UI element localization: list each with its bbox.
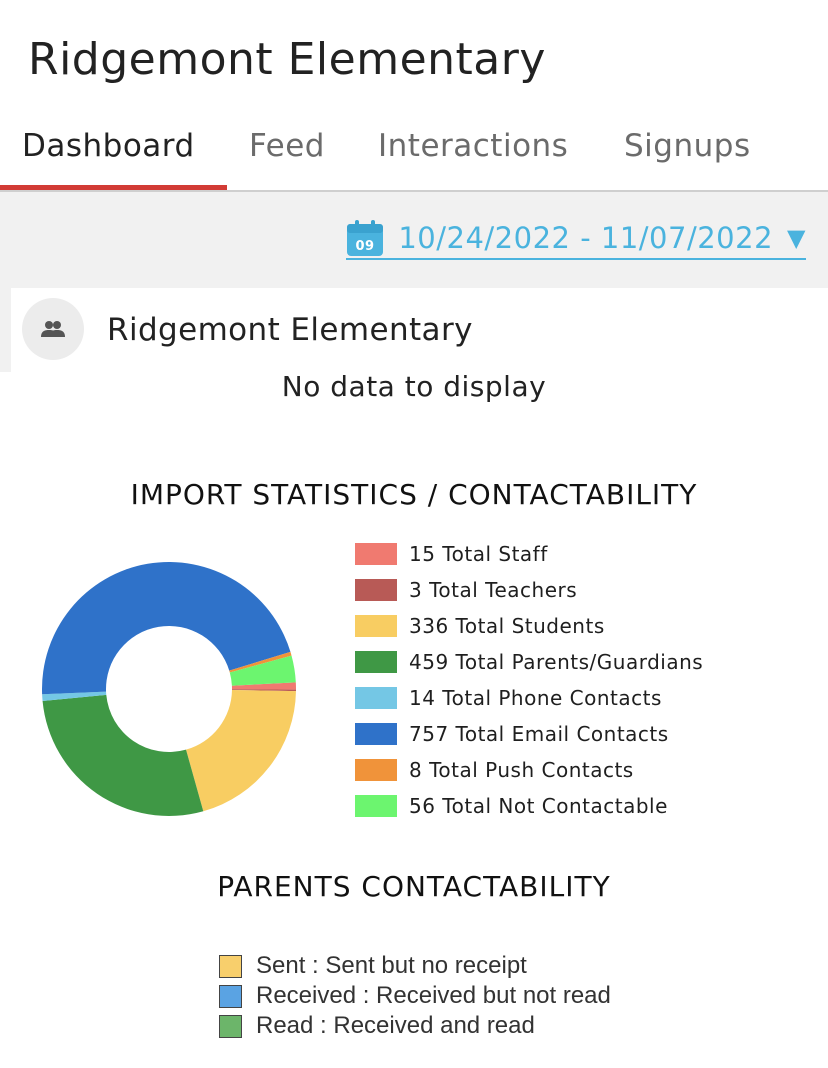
donut-slice-4 [42, 691, 107, 701]
legend-label: 56 Total Not Contactable [409, 794, 668, 818]
app-title: Ridgemont Elementary [28, 34, 546, 85]
donut-slice-7 [229, 655, 296, 686]
legend-swatch [355, 579, 397, 601]
legend-swatch [219, 1014, 242, 1038]
empty-state-message: No data to display [281, 370, 547, 403]
legend-label: 14 Total Phone Contacts [409, 686, 662, 710]
tab-signups[interactable]: Signups [624, 128, 751, 164]
donut-slice-0 [231, 682, 296, 690]
legend-item-4: 14 Total Phone Contacts [355, 680, 703, 716]
legend-item-0: 15 Total Staff [355, 536, 703, 572]
legend-swatch [219, 954, 242, 978]
parents-contactability-legend: Sent : Sent but no receipt Received : Rec… [219, 951, 611, 1041]
donut-slice-5 [42, 562, 291, 695]
tab-dashboard[interactable]: Dashboard [22, 128, 195, 164]
legend-label: 3 Total Teachers [409, 578, 578, 602]
tab-bar: Dashboard Feed Interactions Signups [0, 110, 828, 192]
legend-label: 336 Total Students [409, 614, 605, 638]
calendar-day: 09 [356, 239, 375, 254]
date-range-text: 10/24/2022 - 11/07/2022 [398, 221, 774, 255]
import-statistics-title: IMPORT STATISTICS / CONTACTABILITY [130, 478, 698, 511]
legend-item-6: 8 Total Push Contacts [355, 752, 703, 788]
group-name: Ridgemont Elementary [107, 312, 473, 348]
legend-label: 757 Total Email Contacts [409, 722, 669, 746]
legend-swatch [355, 759, 397, 781]
import-statistics-donut-chart [42, 562, 296, 816]
legend-label: 459 Total Parents/Guardians [409, 650, 704, 674]
group-avatar [22, 298, 84, 360]
active-tab-indicator [0, 185, 227, 190]
legend-swatch [355, 615, 397, 637]
legend-item-1: 3 Total Teachers [355, 572, 703, 608]
dropdown-caret-icon: ▼ [787, 224, 806, 252]
donut-slice-3 [42, 694, 204, 816]
legend-label: 8 Total Push Contacts [409, 758, 634, 782]
donut-slice-2 [186, 690, 296, 812]
group-icon [41, 321, 65, 337]
legend-label: Sent : Sent but no receipt [256, 952, 527, 979]
donut-slice-1 [231, 689, 296, 692]
tab-interactions[interactable]: Interactions [378, 128, 569, 164]
calendar-icon: 09 [347, 220, 384, 256]
legend-swatch [355, 795, 397, 817]
legend-swatch [355, 543, 397, 565]
card-gutter [0, 288, 11, 372]
legend-label: 15 Total Staff [409, 542, 548, 566]
legend-label: Received : Received but not read [256, 982, 611, 1009]
legend-item-2: 336 Total Students [355, 608, 703, 644]
contactability-legend-item-0: Sent : Sent but no receipt [219, 951, 611, 981]
legend-swatch [219, 984, 242, 1008]
tab-feed[interactable]: Feed [249, 128, 325, 164]
import-statistics-legend: 15 Total Staff 3 Total Teachers 336 Total … [355, 536, 703, 824]
legend-swatch [355, 687, 397, 709]
date-range-picker[interactable]: 09 10/24/2022 - 11/07/2022 ▼ [346, 218, 806, 260]
legend-item-7: 56 Total Not Contactable [355, 788, 703, 824]
legend-item-3: 459 Total Parents/Guardians [355, 644, 703, 680]
legend-swatch [355, 651, 397, 673]
donut-slice-6 [229, 651, 292, 673]
legend-label: Read : Received and read [256, 1012, 535, 1039]
date-filter-bar: 09 10/24/2022 - 11/07/2022 ▼ [0, 192, 828, 288]
contactability-legend-item-1: Received : Received but not read [219, 981, 611, 1011]
parents-contactability-title: PARENTS CONTACTABILITY [217, 870, 611, 903]
legend-item-5: 757 Total Email Contacts [355, 716, 703, 752]
contactability-legend-item-2: Read : Received and read [219, 1011, 611, 1041]
legend-swatch [355, 723, 397, 745]
